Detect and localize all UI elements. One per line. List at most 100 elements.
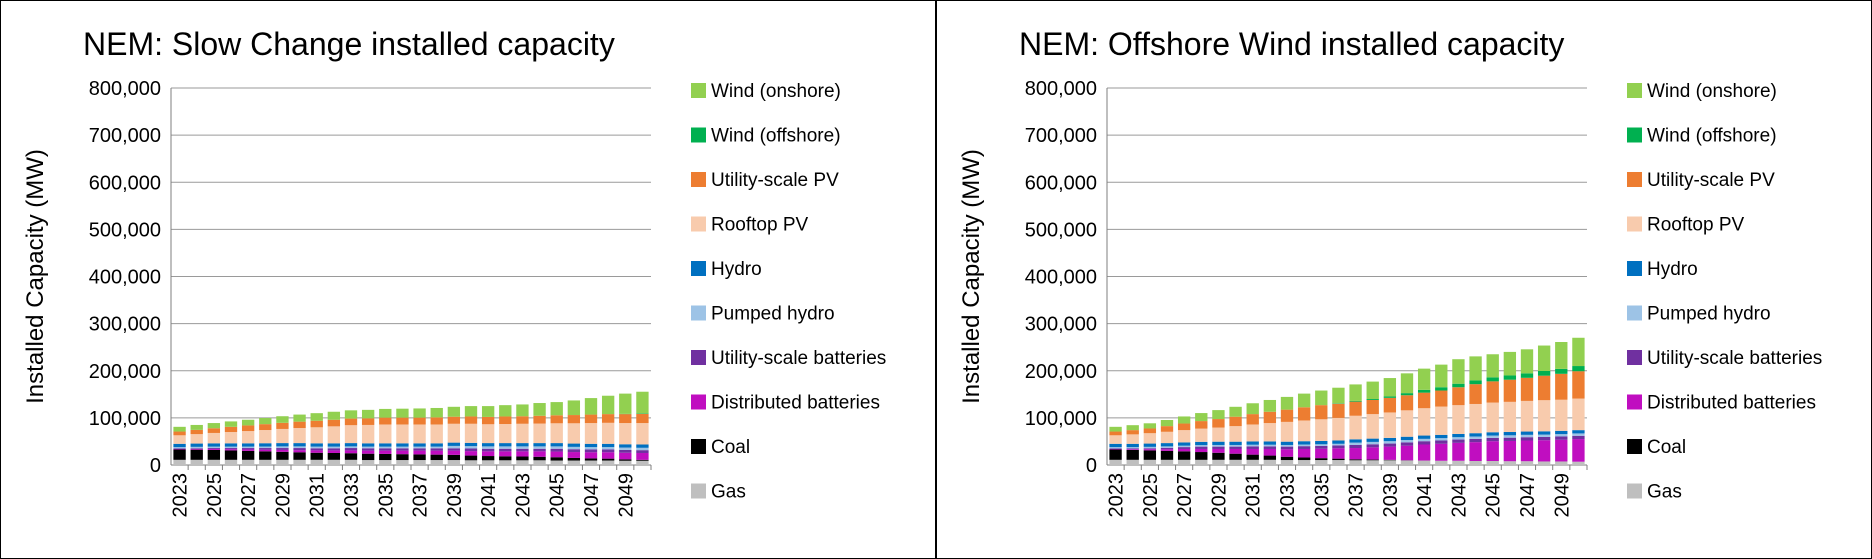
bar-segment-wind-onshore-2047 — [584, 398, 598, 415]
bar-segment-pumped-hydro-2032 — [1263, 444, 1277, 447]
legend-label-pumped-hydro: Pumped hydro — [711, 304, 835, 325]
bar-segment-utility-scale-pv-2025 — [207, 428, 221, 433]
bar-segment-utility-scale-pv-2040 — [1400, 395, 1414, 411]
bar-segment-gas-2028 — [1195, 459, 1208, 465]
bar-segment-coal-2040 — [464, 455, 478, 461]
x-tick-label: 2029 — [1208, 473, 1230, 518]
x-tick-label: 2039 — [444, 473, 466, 518]
bar-segment-rooftop-pv-2032 — [1263, 423, 1277, 442]
bar-segment-utility-scale-pv-2036 — [396, 417, 409, 425]
bar-segment-wind-onshore-2042 — [1435, 364, 1448, 388]
legend-swatch-coal — [1627, 439, 1642, 454]
bar-segment-utility-scale-batteries-2043 — [516, 448, 529, 452]
bar-segment-utility-scale-pv-2033 — [1280, 409, 1294, 422]
bar-segment-hydro-2041 — [1417, 435, 1431, 439]
bar-segment-pumped-hydro-2030 — [1229, 444, 1242, 447]
bar-segment-coal-2035 — [379, 453, 392, 461]
bar-segment-distributed-batteries-2044 — [1469, 442, 1482, 461]
bar-segment-distributed-batteries-2041 — [1417, 444, 1431, 461]
bar-segment-utility-scale-pv-2035 — [379, 417, 392, 425]
bar-segment-distributed-batteries-2043 — [1452, 442, 1465, 461]
bar-segment-coal-2032 — [327, 452, 341, 460]
bar-segment-distributed-batteries-2039 — [1383, 446, 1397, 460]
bar-segment-rooftop-pv-2045 — [1486, 402, 1499, 433]
bar-segment-wind-onshore-2026 — [224, 421, 238, 427]
bar-segment-hydro-2032 — [327, 443, 341, 447]
bar-segment-coal-2037 — [413, 454, 426, 461]
bar-segment-gas-2025 — [207, 459, 221, 465]
bar-segment-hydro-2041 — [481, 443, 495, 447]
legend-label-utility-scale-pv: Utility-scale PV — [1647, 170, 1775, 191]
bar-segment-hydro-2025 — [1143, 443, 1157, 447]
bar-segment-distributed-batteries-2040 — [464, 451, 478, 456]
bar-segment-distributed-batteries-2042 — [1435, 443, 1448, 461]
bar-segment-hydro-2037 — [1349, 439, 1362, 443]
bar-segment-hydro-2046 — [567, 443, 581, 447]
y-tick-label: 0 — [1086, 455, 1097, 477]
y-tick-label: 500,000 — [1025, 219, 1097, 241]
bar-segment-utility-scale-batteries-2030 — [293, 448, 306, 451]
bar-segment-utility-scale-pv-2028 — [1195, 421, 1208, 429]
bar-segment-gas-2031 — [1246, 459, 1259, 465]
bar-segment-rooftop-pv-2038 — [430, 424, 443, 444]
x-tick-label: 2037 — [410, 473, 432, 518]
bar-segment-utility-scale-pv-2030 — [293, 421, 306, 429]
bar-segment-hydro-2046 — [1503, 432, 1517, 436]
bar-segment-utility-scale-batteries-2034 — [1297, 446, 1311, 449]
bar-segment-wind-onshore-2036 — [1332, 387, 1345, 404]
bar-segment-utility-scale-batteries-2049 — [619, 449, 632, 453]
bar-segment-pumped-hydro-2027 — [1177, 445, 1191, 448]
bar-segment-gas-2026 — [224, 459, 238, 465]
bar-segment-hydro-2034 — [361, 443, 375, 447]
bar-segment-utility-scale-batteries-2038 — [1366, 444, 1379, 448]
y-tick-label: 0 — [150, 455, 161, 477]
bar-segment-wind-onshore-2031 — [310, 413, 323, 421]
legend-swatch-pumped-hydro — [691, 305, 706, 321]
bar-segment-wind-offshore-2042 — [1435, 387, 1448, 391]
bar-segment-utility-scale-batteries-2046 — [567, 449, 581, 453]
bar-segment-rooftop-pv-2030 — [1229, 426, 1242, 442]
bar-segment-rooftop-pv-2039 — [1383, 412, 1397, 438]
bar-segment-wind-onshore-2023 — [173, 426, 186, 432]
bar-segment-rooftop-pv-2050 — [636, 423, 649, 445]
bar-segment-coal-2041 — [481, 456, 495, 461]
bar-segment-hydro-2042 — [499, 443, 512, 447]
bar-segment-utility-scale-batteries-2038 — [430, 448, 443, 451]
bar-segment-distributed-batteries-2049 — [619, 452, 632, 460]
bar-segment-rooftop-pv-2042 — [499, 424, 512, 444]
bar-segment-utility-scale-batteries-2033 — [344, 448, 358, 451]
bar-segment-coal-2029 — [276, 451, 289, 460]
bar-segment-hydro-2043 — [516, 443, 529, 447]
bar-segment-gas-2040 — [1400, 460, 1414, 465]
bar-segment-wind-onshore-2034 — [361, 409, 375, 419]
bar-segment-pumped-hydro-2031 — [1246, 444, 1259, 447]
y-tick-label: 400,000 — [1025, 267, 1097, 289]
bar-segment-pumped-hydro-2047 — [584, 447, 598, 450]
bar-segment-gas-2039 — [447, 460, 461, 465]
bar-segment-pumped-hydro-2050 — [1572, 433, 1585, 436]
bar-segment-rooftop-pv-2041 — [481, 424, 495, 444]
bar-segment-gas-2036 — [396, 460, 409, 465]
legend-label-hydro: Hydro — [711, 259, 762, 280]
bar-segment-distributed-batteries-2036 — [1332, 448, 1345, 459]
chart-svg: NEM: Offshore Wind installed capacity Ins… — [958, 26, 1822, 518]
bar-segment-wind-onshore-2028 — [259, 418, 272, 425]
bar-segment-utility-scale-pv-2038 — [1366, 399, 1379, 415]
bar-segment-utility-scale-batteries-2045 — [1486, 437, 1499, 442]
bar-segment-coal-2049 — [619, 459, 632, 461]
bar-segment-coal-2030 — [293, 452, 306, 460]
legend-swatch-hydro — [1627, 261, 1642, 276]
bar-segment-wind-onshore-2044 — [533, 403, 546, 416]
bar-segment-hydro-2029 — [276, 443, 289, 447]
bar-segment-coal-2035 — [1315, 458, 1328, 461]
legend-label-wind-onshore: Wind (onshore) — [1647, 81, 1777, 102]
bar-segment-coal-2028 — [259, 451, 272, 460]
bar-segment-rooftop-pv-2026 — [224, 432, 238, 444]
bar-segment-rooftop-pv-2047 — [584, 423, 598, 444]
bar-segment-pumped-hydro-2040 — [1400, 440, 1414, 443]
bar-segment-utility-scale-batteries-2044 — [1469, 438, 1482, 443]
x-tick-label: 2027 — [1174, 473, 1196, 518]
bar-segment-utility-scale-pv-2025 — [1143, 428, 1157, 434]
bar-segment-utility-scale-pv-2037 — [1349, 401, 1362, 416]
x-tick-label: 2023 — [170, 473, 192, 518]
